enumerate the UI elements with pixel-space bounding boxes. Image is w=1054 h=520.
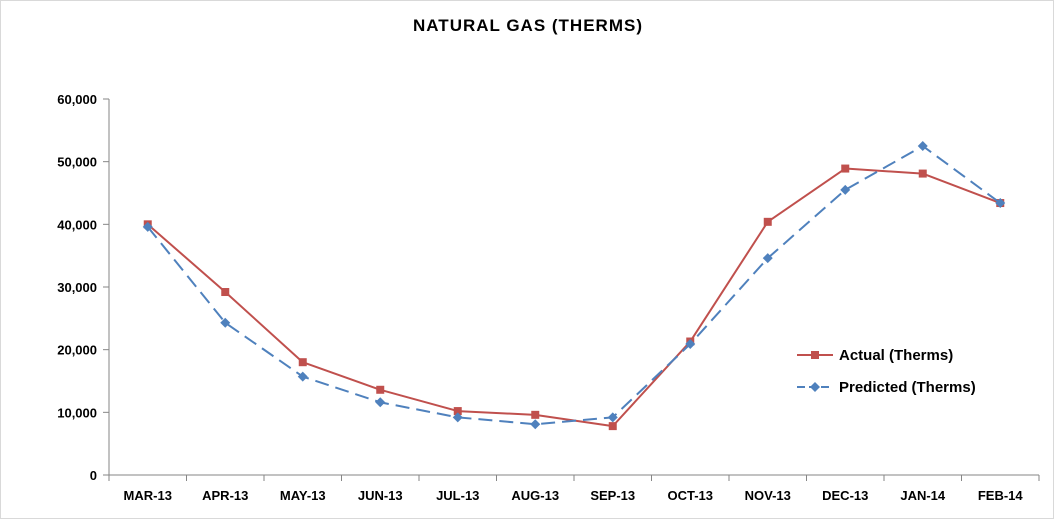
x-tick-label: JAN-14: [900, 488, 946, 503]
data-point-diamond: [220, 317, 231, 328]
series-line: [146, 145, 1001, 426]
data-point-square: [376, 385, 385, 394]
data-point-diamond: [917, 141, 928, 151]
legend-swatch-marker: [811, 351, 819, 359]
chart-title: NATURAL GAS (THERMS): [413, 16, 643, 35]
data-point-diamond: [375, 397, 386, 408]
y-tick-label: 10,000: [57, 405, 97, 420]
series-predicted: [142, 141, 1006, 430]
data-point-square: [298, 358, 307, 367]
x-tick-label: MAR-13: [124, 488, 172, 503]
data-point-diamond: [452, 412, 463, 423]
x-tick-label: APR-13: [202, 488, 248, 503]
data-point-square: [841, 164, 850, 173]
data-point-square: [763, 217, 772, 226]
y-tick-label: 20,000: [57, 343, 97, 358]
data-point-diamond: [685, 339, 696, 350]
legend-item: Actual (Therms): [797, 347, 953, 364]
legend: Actual (Therms) Predicted (Therms): [797, 347, 976, 396]
x-tick-label: SEP-13: [590, 488, 635, 503]
x-tick-label: AUG-13: [511, 488, 559, 503]
data-point-square: [221, 288, 230, 297]
data-point-diamond: [840, 184, 851, 195]
data-point-diamond: [762, 253, 773, 264]
data-point-diamond: [530, 419, 541, 430]
x-tick-label: DEC-13: [822, 488, 868, 503]
axes: 0 10,000 20,000 30,000 40,000 50,000 60,000 MAR…: [57, 92, 1040, 503]
data-point-diamond: [995, 198, 1006, 209]
data-point-square: [453, 407, 462, 416]
legend-item: Predicted (Therms): [797, 379, 976, 396]
data-point-diamond: [142, 221, 153, 232]
x-tick-label: NOV-13: [745, 488, 791, 503]
legend-label: Actual (Therms): [839, 347, 953, 364]
data-point-square: [531, 410, 540, 419]
x-tick-label: JUN-13: [358, 488, 403, 503]
y-tick-label: 40,000: [57, 217, 97, 232]
x-tick-label: FEB-14: [978, 488, 1024, 503]
x-tick-label: JUL-13: [436, 488, 479, 503]
data-point-square: [918, 169, 927, 178]
y-tick-label: 60,000: [57, 92, 97, 107]
legend-label: Predicted (Therms): [839, 379, 976, 396]
series-layer: [142, 141, 1006, 431]
data-point-square: [608, 422, 617, 431]
data-point-diamond: [297, 371, 308, 382]
y-tick-label: 0: [90, 468, 97, 483]
x-tick-label: OCT-13: [667, 488, 713, 503]
legend-swatch-marker: [810, 382, 820, 392]
y-tick-label: 50,000: [57, 155, 97, 170]
data-point-diamond: [607, 412, 618, 423]
x-tick-label: MAY-13: [280, 488, 326, 503]
y-tick-label: 30,000: [57, 280, 97, 295]
